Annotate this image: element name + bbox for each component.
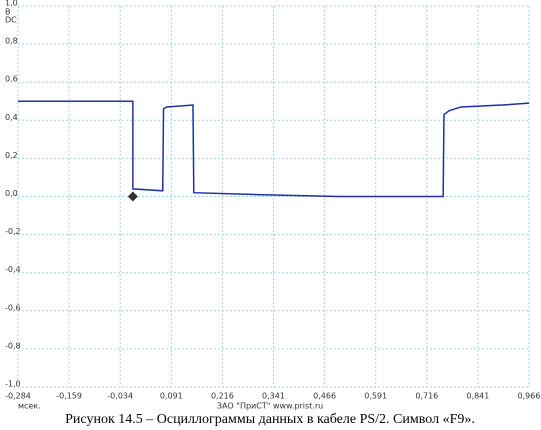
- y-tick-label: 0,6: [5, 75, 18, 84]
- caption: Рисунок 14.5 – Осциллограммы данных в ка…: [65, 412, 475, 427]
- x-tick-label: 0,841: [466, 392, 489, 401]
- x-tick-label: -0,034: [107, 392, 133, 401]
- y-tick-label: -0,6: [5, 303, 21, 312]
- x-tick-label: 0,716: [415, 392, 438, 401]
- x-tick-label: -0,284: [5, 392, 31, 401]
- x-tick-label: 0,591: [364, 392, 387, 401]
- y-tick-label: 0,8: [5, 37, 18, 46]
- x-tick-label: 0,216: [211, 392, 234, 401]
- x-tick-label: -0,159: [56, 392, 82, 401]
- y-unit: В: [5, 8, 11, 17]
- y-tick-label: -0,8: [5, 341, 21, 350]
- x-tick-label: 0,466: [313, 392, 336, 401]
- trace: [18, 100, 530, 198]
- x-tick-label: 0,966: [518, 392, 541, 401]
- x-tick-label: 0,091: [160, 392, 183, 401]
- y-tick-label: 0,2: [5, 151, 18, 160]
- cursor-marker: [127, 191, 138, 202]
- y-tick-label: -0,4: [5, 265, 21, 274]
- y-tick-label: -0,2: [5, 227, 21, 236]
- x-tick-label: 0,341: [262, 392, 285, 401]
- y-tick-label: 0,4: [5, 113, 18, 122]
- vendor: ЗАО "ПриСТ" www.prist.ru: [217, 402, 323, 411]
- y-tick-label: 1,0: [5, 0, 18, 8]
- x-unit: мсек.: [18, 402, 41, 411]
- coupling: DC: [5, 16, 17, 25]
- y-tick-label: -1,0: [5, 380, 21, 389]
- y-tick-label: 0,0: [5, 189, 18, 198]
